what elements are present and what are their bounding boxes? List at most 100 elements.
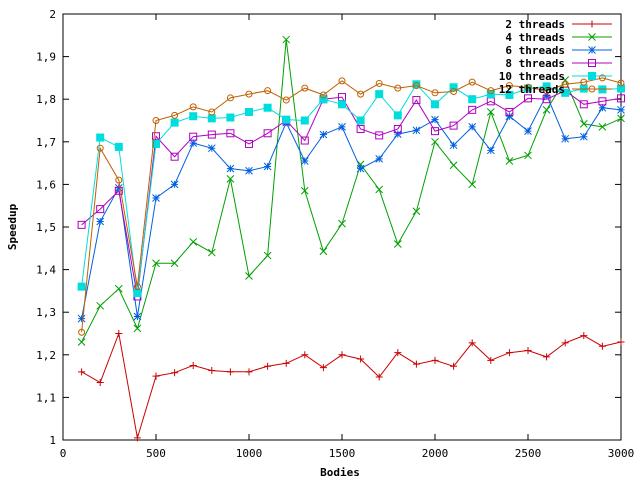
point-plus: [588, 20, 596, 28]
point-circle: [598, 74, 606, 82]
point-plus: [431, 356, 439, 364]
point-circle: [96, 144, 104, 152]
y-tick-label: 1,2: [36, 349, 56, 362]
point-cross: [542, 105, 551, 114]
series-line: [81, 331, 622, 439]
point-circle: [115, 176, 123, 184]
legend-label: 2 threads: [505, 18, 565, 31]
point-square: [170, 152, 179, 161]
point-cross: [505, 157, 514, 165]
series-12-threads: [78, 74, 625, 336]
point-circle: [588, 85, 596, 93]
point-filled-square: [393, 111, 402, 120]
point-cross: [319, 247, 328, 256]
point-cross: [245, 272, 253, 280]
point-star: [486, 146, 495, 155]
point-cross: [579, 120, 588, 128]
point-cross: [170, 259, 179, 268]
point-square: [114, 186, 123, 195]
point-star: [114, 183, 123, 192]
point-filled-square: [263, 103, 272, 112]
point-circle: [208, 108, 216, 116]
point-filled-square: [505, 90, 514, 99]
point-star: [300, 157, 309, 165]
point-square: [579, 100, 588, 109]
point-plus: [524, 347, 532, 355]
x-tick-label: 1500: [329, 447, 356, 460]
point-cross: [524, 151, 532, 160]
point-filled-square: [542, 82, 551, 91]
point-square: [588, 59, 596, 67]
point-cross: [412, 207, 421, 216]
x-tick-label: 3000: [608, 447, 635, 460]
series-4-threads: [77, 35, 625, 346]
point-plus: [505, 349, 513, 357]
point-circle: [78, 328, 86, 336]
y-axis-label: Speedup: [6, 203, 19, 250]
point-plus: [208, 367, 216, 375]
point-plus: [338, 351, 346, 359]
point-circle: [189, 103, 197, 111]
series-line: [81, 77, 622, 333]
point-filled-square: [431, 100, 439, 109]
point-cross: [588, 33, 596, 41]
legend-label: 8 threads: [505, 57, 565, 70]
point-square: [207, 130, 216, 139]
point-plus: [468, 339, 476, 347]
point-filled-square: [468, 95, 477, 104]
point-filled-square: [356, 116, 365, 125]
point-cross: [431, 137, 439, 146]
point-star: [96, 217, 105, 226]
point-star: [468, 123, 477, 131]
legend-label: 10 threads: [499, 70, 565, 83]
point-filled-square: [114, 142, 123, 151]
point-filled-square: [152, 139, 160, 148]
point-star: [412, 126, 421, 135]
point-circle: [524, 83, 532, 91]
point-cross: [226, 175, 235, 183]
point-plus: [598, 342, 606, 350]
point-filled-square: [133, 289, 142, 298]
point-star: [431, 115, 439, 124]
point-circle: [561, 80, 569, 88]
series-layer: [77, 35, 625, 442]
point-cross: [263, 251, 272, 260]
x-axis-label: Bodies: [320, 466, 360, 479]
point-circle: [375, 79, 383, 87]
point-square: [524, 94, 532, 103]
point-plus: [561, 339, 569, 347]
point-star: [263, 162, 272, 171]
y-tick-label: 1,8: [36, 93, 56, 106]
point-cross: [282, 35, 291, 44]
x-tick-label: 500: [146, 447, 166, 460]
point-filled-square: [588, 72, 596, 80]
series-6-threads: [77, 91, 625, 323]
series-2-threads: [78, 330, 625, 442]
point-cross: [77, 338, 86, 346]
point-star: [561, 134, 570, 143]
point-cross: [486, 108, 495, 116]
y-tick-label: 1,1: [36, 391, 56, 404]
point-filled-square: [338, 100, 346, 109]
point-circle: [319, 91, 327, 99]
point-plus: [375, 373, 383, 381]
point-star: [375, 154, 384, 163]
y-tick-label: 1,3: [36, 306, 56, 319]
point-filled-square: [300, 116, 309, 125]
point-plus: [301, 351, 309, 359]
point-star: [319, 130, 328, 139]
point-cross: [393, 240, 402, 248]
point-star: [152, 194, 160, 202]
point-cross: [598, 123, 607, 131]
point-filled-square: [319, 95, 328, 104]
point-square: [468, 105, 477, 114]
point-plus: [412, 360, 420, 368]
point-circle: [357, 90, 365, 98]
point-filled-square: [449, 83, 458, 92]
point-circle: [450, 88, 458, 96]
point-filled-square: [245, 107, 253, 116]
point-filled-square: [412, 80, 421, 89]
point-cross: [114, 284, 123, 293]
